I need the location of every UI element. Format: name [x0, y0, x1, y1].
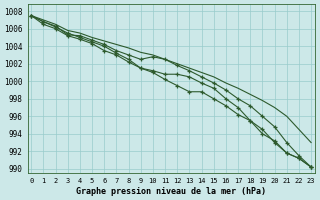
- X-axis label: Graphe pression niveau de la mer (hPa): Graphe pression niveau de la mer (hPa): [76, 187, 266, 196]
